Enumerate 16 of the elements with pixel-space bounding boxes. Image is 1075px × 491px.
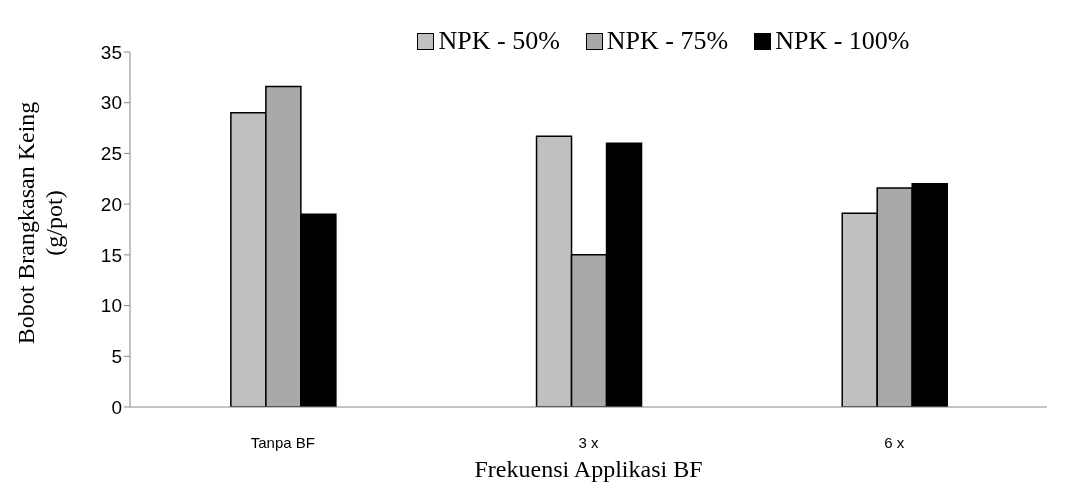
y-tick-label: 10 [100, 295, 122, 317]
y-tick-label: 25 [100, 143, 122, 165]
y-tick-label: 35 [100, 41, 122, 63]
y-axis-title: Bobot Brangkasan Keing (g/pot) [13, 101, 67, 345]
x-axis-title: Frekuensi Applikasi BF [474, 456, 703, 482]
legend-label: NPK - 100% [774, 26, 910, 56]
y-tick-label: 0 [111, 396, 122, 418]
y-tick-label: 30 [100, 92, 122, 114]
x-tick-label: Tanpa BF [250, 433, 315, 451]
legend-label: NPK - 75% [605, 26, 729, 56]
x-tick-label: 3 x [578, 433, 599, 451]
y-tick-label: 20 [100, 193, 122, 215]
y-tick-label: 5 [111, 346, 122, 368]
y-tick-label: 15 [100, 244, 122, 266]
legend-label: NPK - 50% [437, 26, 560, 56]
x-tick-label: 6 x [884, 433, 905, 451]
